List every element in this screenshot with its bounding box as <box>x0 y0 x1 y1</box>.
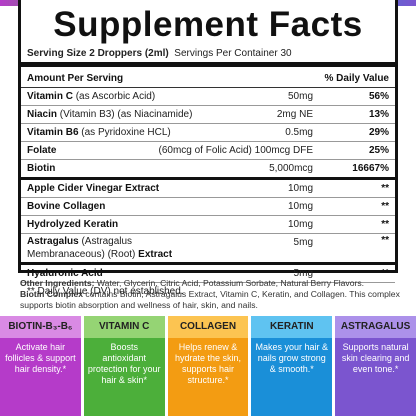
amount: 5mg <box>293 237 313 248</box>
fact-row: Astragalus (Astragalus Membranaceous) (R… <box>21 234 395 265</box>
daily-value: ** <box>381 219 389 230</box>
fact-row: Hyaluronic Acid 5mg ** <box>21 265 395 283</box>
tile-text: Boosts antioxidant protection for your h… <box>83 338 165 416</box>
nutrient-cell: Astragalus (Astragalus Membranaceous) (R… <box>27 235 187 261</box>
serving-line: Serving Size 2 Droppers (2ml) Servings P… <box>27 48 389 59</box>
fact-row: Biotin 5,000mcg 16667% <box>21 160 395 180</box>
nutrient-name: Niacin <box>27 109 58 120</box>
amount: (60mcg of Folic Acid) 100mcg DFE <box>158 145 314 156</box>
benefit-tile: ASTRAGALUS Supports natural skin clearing… <box>335 316 416 416</box>
tile-title: COLLAGEN <box>167 316 249 338</box>
fact-row: Hydrolyzed Keratin 10mg ** <box>21 216 395 234</box>
nutrient-cell: Folate <box>27 145 56 156</box>
serving-size: Serving Size 2 Droppers (2ml) <box>27 48 169 59</box>
nutrient-name: Biotin <box>27 163 56 174</box>
amount: 10mg <box>287 219 313 230</box>
col-dv: % Daily Value <box>324 73 389 84</box>
nutrient-cell: Biotin <box>27 163 55 174</box>
fact-row: Folate (60mcg of Folic Acid) 100mcg DFE 25… <box>21 142 395 160</box>
benefit-tile: BIOTIN-B₃-B₆ Activate hair follicles & su… <box>0 316 81 416</box>
nutrient-cell: Vitamin B6 (as Pyridoxine HCL) <box>27 127 171 138</box>
daily-value: 56% <box>368 91 389 102</box>
nutrient-name: Folate <box>27 145 57 156</box>
other-label: Other Ingredients: <box>20 278 95 288</box>
daily-value: 29% <box>368 127 389 138</box>
amount: 0.5mg <box>285 127 313 138</box>
title: Supplement Facts <box>53 5 363 44</box>
fact-row: Bovine Collagen 10mg ** <box>21 198 395 216</box>
nutrient-name: Hyaluronic Acid <box>27 268 103 279</box>
complex-text: contains Biotin, Astragalus Extract, Vit… <box>20 289 400 310</box>
nutrient-cell: Niacin (Vitamin B3) (as Niacinamide) <box>27 109 192 120</box>
nutrient-detail: (Vitamin B3) (as Niacinamide) <box>59 109 193 120</box>
footnote: ** Daily Value (DV) not established. <box>27 286 184 297</box>
amount: 10mg <box>287 183 313 194</box>
fact-row: Vitamin C (as Ascorbic Acid) 50mg 56% <box>21 88 395 106</box>
col-amount: Amount Per Serving <box>27 73 124 84</box>
nutrient-name: Vitamin C <box>27 91 73 102</box>
servings: Servings Per Container 30 <box>174 48 292 59</box>
nutrient-detail: (Astragalus Membranaceous) (Root) <box>27 236 136 260</box>
daily-value: 13% <box>368 109 389 120</box>
tile-text: Makes your hair & nails grow strong & sm… <box>251 338 333 416</box>
nutrient-cell: Bovine Collagen <box>27 201 105 212</box>
other-ingredients: Other Ingredients: Water, Glycerin, Citr… <box>20 278 400 311</box>
amount: 5,000mcg <box>269 163 313 174</box>
tile-text: Helps renew & hydrate the skin, supports… <box>167 338 249 416</box>
tile-text: Supports natural skin clearing and even … <box>335 338 416 416</box>
fact-row: Niacin (Vitamin B3) (as Niacinamide) 2mg … <box>21 106 395 124</box>
benefit-tile: COLLAGEN Helps renew & hydrate the skin, … <box>167 316 249 416</box>
amount: 10mg <box>287 201 313 212</box>
amount: 2mg NE <box>276 109 313 120</box>
other-text: Water, Glycerin, Citric Acid, Potassium … <box>96 278 365 288</box>
nutrient-detail: (as Ascorbic Acid) <box>75 91 156 102</box>
tile-title: ASTRAGALUS <box>335 316 416 338</box>
nutrient-name: Vitamin B6 <box>27 127 79 138</box>
daily-value: ** <box>381 201 389 212</box>
fact-row: Vitamin B6 (as Pyridoxine HCL) 0.5mg 29% <box>21 124 395 142</box>
tile-title: BIOTIN-B₃-B₆ <box>0 316 81 338</box>
daily-value: ** <box>381 183 389 194</box>
nutrient-cell: Vitamin C (as Ascorbic Acid) <box>27 91 155 102</box>
daily-value: 25% <box>368 145 389 156</box>
rule <box>21 62 395 67</box>
nutrient-name: Astragalus <box>27 236 79 247</box>
complex-label: Biotin Complex <box>20 289 84 299</box>
amount: 5mg <box>293 268 313 279</box>
tile-title: VITAMIN C <box>83 316 165 338</box>
benefit-tile: KERATIN Makes your hair & nails grow stro… <box>251 316 333 416</box>
nutrient-name: Hydrolyzed Keratin <box>27 219 119 230</box>
daily-value: ** <box>381 235 389 246</box>
benefit-tile: VITAMIN C Boosts antioxidant protection f… <box>83 316 165 416</box>
tile-title: KERATIN <box>251 316 333 338</box>
nutrient-cell: Hydrolyzed Keratin <box>27 219 118 230</box>
rows: Vitamin C (as Ascorbic Acid) 50mg 56% Niaci… <box>21 88 395 283</box>
nutrient-suffix: Extract <box>138 249 173 260</box>
nutrient-cell: Hyaluronic Acid <box>27 268 103 279</box>
tile-text: Activate hair follicles & support hair d… <box>0 338 81 416</box>
fact-row: Apple Cider Vinegar Extract 10mg ** <box>21 180 395 198</box>
column-header: Amount Per Serving % Daily Value <box>21 70 395 88</box>
nutrient-detail: (as Pyridoxine HCL) <box>81 127 171 138</box>
daily-value: ** <box>381 268 389 279</box>
amount: 50mg <box>287 91 313 102</box>
facts-panel: Supplement Facts Serving Size 2 Droppers… <box>18 0 398 297</box>
nutrient-name: Bovine Collagen <box>27 201 106 212</box>
nutrient-name: Apple Cider Vinegar Extract <box>27 183 160 194</box>
nutrient-cell: Apple Cider Vinegar Extract <box>27 183 159 194</box>
daily-value: 16667% <box>352 163 389 174</box>
tiles: BIOTIN-B₃-B₆ Activate hair follicles & su… <box>0 316 416 416</box>
